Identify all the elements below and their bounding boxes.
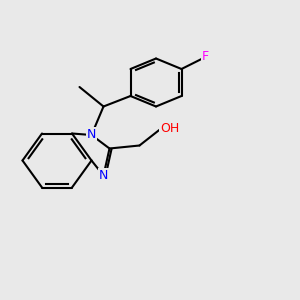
Text: F: F [202,50,209,64]
Text: OH: OH [160,122,180,136]
Text: N: N [99,169,108,182]
Text: N: N [87,128,96,142]
